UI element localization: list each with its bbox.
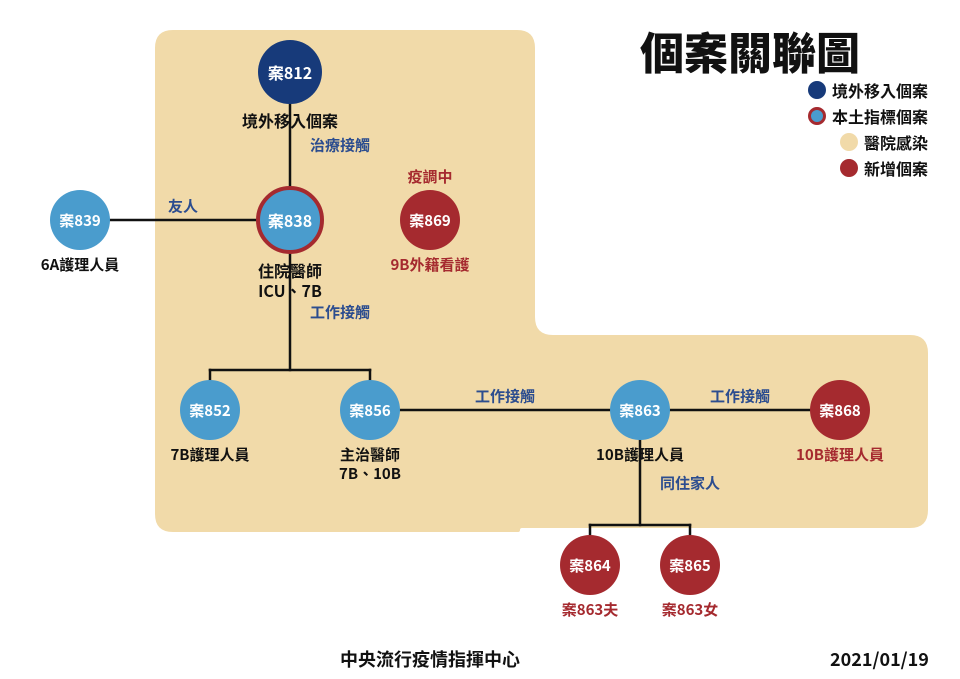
case-node-label: 案839 bbox=[59, 210, 101, 231]
case-node-label: 案869 bbox=[409, 210, 451, 231]
case-node-c838: 案838 bbox=[256, 186, 324, 254]
case-sublabel: 主治醫師 7B、10B bbox=[339, 446, 401, 484]
case-sublabel: 10B護理人員 bbox=[596, 446, 684, 465]
case-sublabel: 6A護理人員 bbox=[41, 256, 119, 275]
case-node-label: 案868 bbox=[819, 400, 861, 421]
case-node-label: 案864 bbox=[569, 555, 611, 576]
legend-label: 境外移入個案 bbox=[832, 78, 928, 102]
legend-swatch bbox=[840, 133, 858, 151]
legend-label: 本土指標個案 bbox=[832, 104, 928, 128]
edge-label: 治療接觸 bbox=[310, 135, 370, 156]
case-node-c865: 案865 bbox=[660, 535, 720, 595]
case-toplabel: 疫調中 bbox=[407, 168, 452, 187]
edge-label: 工作接觸 bbox=[310, 302, 370, 323]
case-node-label: 案852 bbox=[189, 400, 231, 421]
case-node-c856: 案856 bbox=[340, 380, 400, 440]
case-sublabel: 住院醫師 ICU、7B bbox=[258, 260, 322, 300]
edge-label: 同住家人 bbox=[660, 472, 720, 493]
legend-item: 境外移入個案 bbox=[808, 78, 928, 102]
case-node-c852: 案852 bbox=[180, 380, 240, 440]
footer-date: 2021/01/19 bbox=[830, 646, 929, 672]
case-node-c812: 案812 bbox=[258, 40, 322, 104]
case-node-c864: 案864 bbox=[560, 535, 620, 595]
legend-item: 醫院感染 bbox=[808, 130, 928, 154]
legend-item: 新增個案 bbox=[808, 156, 928, 180]
case-node-label: 案856 bbox=[349, 400, 391, 421]
case-node-label: 案838 bbox=[268, 208, 312, 232]
diagram-stage: 治療接觸友人工作接觸工作接觸工作接觸同住家人案812境外移入個案案838住院醫師… bbox=[0, 0, 960, 679]
case-sublabel: 境外移入個案 bbox=[242, 110, 338, 130]
case-sublabel: 案863女 bbox=[662, 601, 719, 620]
legend-label: 新增個案 bbox=[864, 156, 928, 180]
legend: 境外移入個案本土指標個案醫院感染新增個案 bbox=[808, 78, 928, 182]
case-node-c869: 案869 bbox=[400, 190, 460, 250]
case-node-c839: 案839 bbox=[50, 190, 110, 250]
edge-label: 工作接觸 bbox=[710, 386, 770, 407]
edge-label: 工作接觸 bbox=[475, 386, 535, 407]
legend-label: 醫院感染 bbox=[864, 130, 928, 154]
legend-swatch bbox=[808, 107, 826, 125]
case-node-c863: 案863 bbox=[610, 380, 670, 440]
legend-item: 本土指標個案 bbox=[808, 104, 928, 128]
case-node-c868: 案868 bbox=[810, 380, 870, 440]
legend-swatch bbox=[840, 159, 858, 177]
case-node-label: 案812 bbox=[268, 60, 312, 84]
case-node-label: 案863 bbox=[619, 400, 661, 421]
case-node-label: 案865 bbox=[669, 555, 711, 576]
case-sublabel: 10B護理人員 bbox=[796, 446, 884, 465]
edge-label: 友人 bbox=[168, 196, 198, 217]
legend-swatch bbox=[808, 81, 826, 99]
page-title: 個案關聯圖 bbox=[640, 18, 860, 82]
footer-source: 中央流行疫情指揮中心 bbox=[340, 646, 520, 672]
case-sublabel: 案863夫 bbox=[562, 601, 619, 620]
case-sublabel: 9B外籍看護 bbox=[390, 256, 469, 275]
case-sublabel: 7B護理人員 bbox=[170, 446, 249, 465]
